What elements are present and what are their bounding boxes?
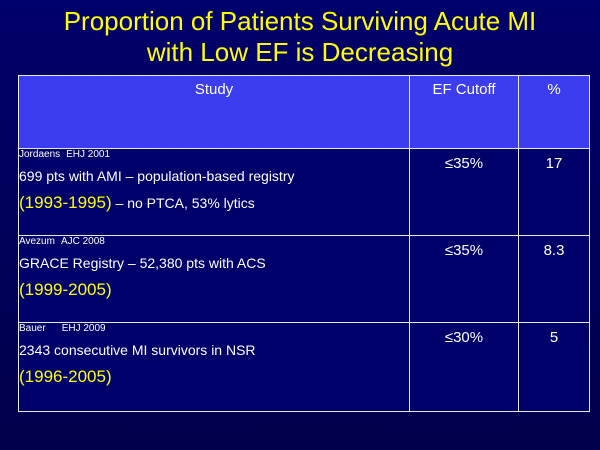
study-reference: Jordaens EHJ 2001 (19, 149, 409, 161)
ef-cutoff-cell: ≤35% (409, 148, 519, 236)
table-header-row: Study EF Cutoff % (18, 75, 590, 149)
study-years-line: (1993-1995) – no PTCA, 53% lytics (19, 193, 409, 213)
ef-cutoff-value: ≤35% (444, 155, 484, 172)
study-note: – no PTCA, 53% lytics (111, 195, 255, 211)
table-row: Bauer EHJ 2009 2343 consecutive MI surviv… (18, 322, 590, 412)
header-ef-cutoff: EF Cutoff (409, 75, 519, 149)
header-percent-label: % (547, 81, 561, 98)
study-journal: EHJ 2001 (66, 149, 111, 160)
study-reference: Bauer EHJ 2009 (19, 323, 409, 335)
table-row: Jordaens EHJ 2001 699 pts with AMI – popu… (18, 148, 590, 236)
study-years: (1996-2005) (19, 367, 112, 386)
percent-value: 8.3 (543, 242, 565, 259)
study-author: Avezum (19, 236, 55, 247)
study-table: Study EF Cutoff % Jordaens EHJ 2001 699 p… (18, 75, 590, 412)
ef-cutoff-cell: ≤30% (409, 322, 519, 412)
slide-title: Proportion of Patients Surviving Acute M… (0, 6, 600, 68)
study-description: GRACE Registry – 52,380 pts with ACS (19, 255, 266, 271)
percent-cell: 8.3 (518, 235, 590, 323)
percent-cell: 17 (518, 148, 590, 236)
ef-cutoff-value: ≤35% (444, 242, 484, 259)
header-percent: % (518, 75, 590, 149)
study-cell: Jordaens EHJ 2001 699 pts with AMI – popu… (18, 148, 410, 236)
study-description: 2343 consecutive MI survivors in NSR (19, 342, 256, 358)
study-years-line: (1999-2005) (19, 280, 409, 300)
study-author: Bauer (19, 323, 46, 334)
study-reference: Avezum AJC 2008 (19, 236, 409, 248)
percent-value: 17 (545, 155, 563, 172)
study-cell: Avezum AJC 2008 GRACE Registry – 52,380 p… (18, 235, 410, 323)
header-ef-cutoff-label: EF Cutoff (432, 81, 496, 98)
ef-cutoff-value: ≤30% (444, 329, 484, 346)
header-study-label: Study (194, 81, 234, 98)
study-years: (1993-1995) (19, 193, 112, 212)
header-study: Study (18, 75, 410, 149)
slide-title-line-1: Proportion of Patients Surviving Acute M… (63, 6, 537, 36)
study-years-line: (1996-2005) (19, 367, 409, 387)
ef-cutoff-cell: ≤35% (409, 235, 519, 323)
study-years: (1999-2005) (19, 280, 112, 299)
study-journal: AJC 2008 (60, 236, 105, 247)
percent-value: 5 (549, 329, 559, 346)
study-author: Jordaens (19, 149, 61, 160)
study-description: 699 pts with AMI – population-based regi… (19, 168, 295, 184)
table-row: Avezum AJC 2008 GRACE Registry – 52,380 p… (18, 235, 590, 323)
slide-title-line-2: with Low EF is Decreasing (146, 37, 454, 67)
study-journal: EHJ 2009 (61, 323, 106, 334)
percent-cell: 5 (518, 322, 590, 412)
study-cell: Bauer EHJ 2009 2343 consecutive MI surviv… (18, 322, 410, 412)
